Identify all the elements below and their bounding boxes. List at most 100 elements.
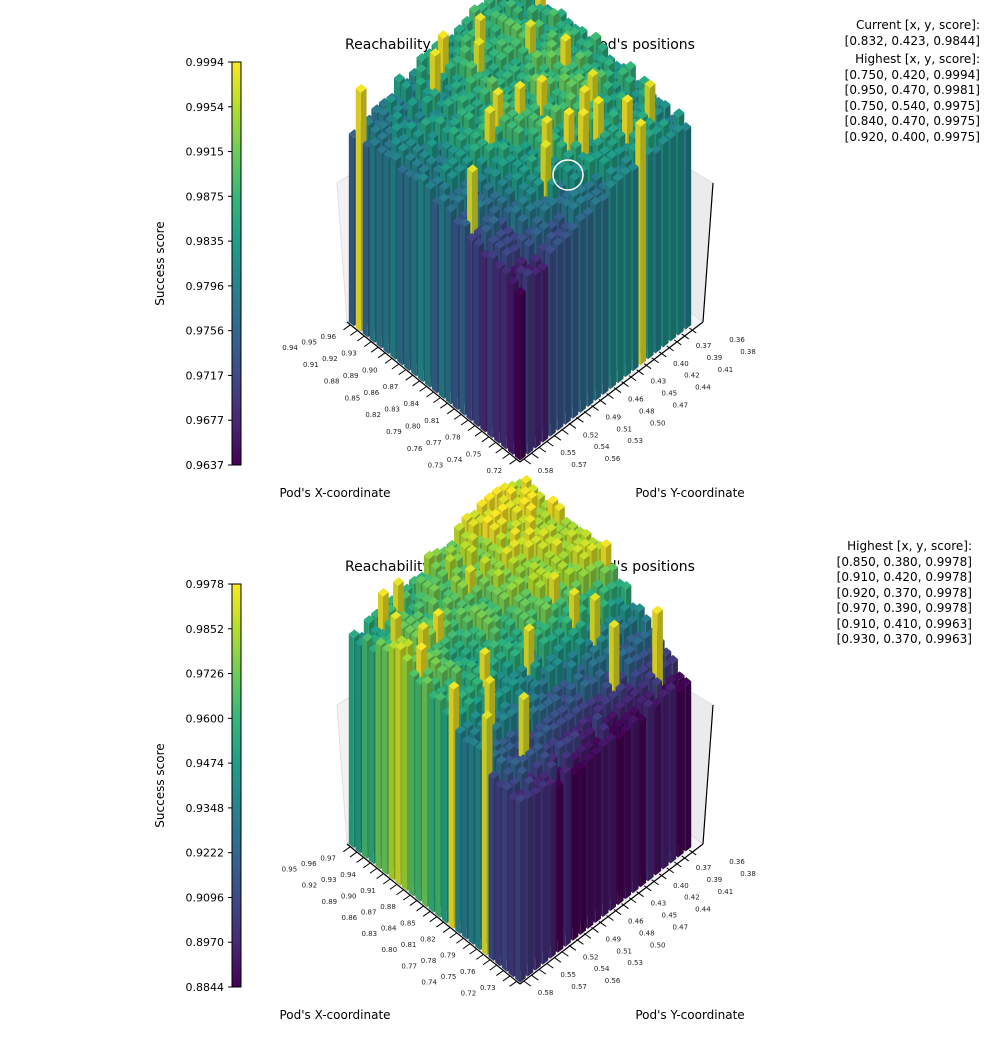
bar-top: [391, 122, 403, 132]
bar-top: [631, 88, 643, 98]
y-tick-label: 0.53: [627, 437, 643, 445]
bar-top: [605, 732, 617, 742]
bar-top: [452, 54, 464, 64]
bar-top: [528, 692, 540, 702]
bar-top: [400, 80, 412, 90]
bar-top: [621, 142, 633, 152]
bar-top: [638, 649, 650, 658]
bar-top: [546, 39, 558, 48]
bar-top: [593, 693, 605, 703]
x-tick: [391, 363, 400, 370]
bar-face-right: [617, 177, 624, 384]
bar-top: [547, 737, 559, 746]
bar-top: [573, 537, 584, 546]
bar-face-left: [507, 280, 514, 455]
bar-top: [412, 143, 424, 153]
bar-top: [598, 155, 610, 165]
bar-top: [363, 615, 375, 624]
bar-top: [506, 708, 517, 717]
bar-top: [515, 788, 527, 798]
bar-top: [568, 201, 579, 210]
bar-top: [488, 215, 500, 225]
bar-top: [534, 722, 546, 731]
x-tick-label: 0.83: [361, 930, 377, 938]
bar-top: [560, 221, 572, 231]
bar-top: [524, 203, 536, 212]
bar-top: [478, 575, 490, 585]
bar-top: [622, 694, 633, 704]
bar-top: [580, 528, 592, 538]
bar-top: [541, 724, 552, 733]
bar-face-right: [535, 270, 541, 449]
bar-top: [461, 28, 472, 38]
info-line: [0.920, 0.400, 0.9975]: [844, 129, 980, 144]
bar-top: [375, 637, 387, 647]
bar-top: [552, 60, 564, 70]
bar-top: [599, 585, 610, 594]
bar-top: [591, 736, 602, 746]
bar-top: [434, 116, 446, 125]
bar-top: [531, 50, 543, 59]
x-tick-label: 0.74: [447, 456, 463, 464]
bar-top: [525, 186, 537, 196]
bar-top: [538, 527, 549, 537]
bar-top: [539, 509, 551, 519]
bar-top: [537, 261, 549, 271]
bar-top: [542, 570, 553, 580]
colorbar-tick-label: 0.9796: [186, 280, 225, 293]
bar-top: [615, 682, 627, 692]
bar-face-left: [480, 253, 486, 433]
bar-top: [489, 205, 500, 214]
bar-top: [501, 545, 513, 555]
x-tick: [481, 436, 490, 443]
bar-top: [559, 527, 571, 536]
bar-top: [505, 0, 517, 8]
bar-top: [429, 48, 441, 57]
bar-top: [563, 712, 575, 721]
bar-top: [569, 172, 581, 181]
bar-top: [513, 593, 524, 602]
bar-top: [402, 638, 414, 648]
y-tick-label: 0.57: [571, 983, 587, 991]
bar-top: [459, 58, 471, 67]
bar-top: [449, 592, 461, 601]
bar-top: [512, 144, 524, 154]
bar-top: [638, 664, 649, 673]
bar-top: [588, 644, 600, 654]
bar-top: [548, 7, 560, 17]
bar-top: [416, 52, 428, 62]
bar-top: [586, 542, 598, 552]
bar-top: [468, 625, 480, 635]
bar-top: [667, 654, 678, 664]
bar-top: [530, 535, 542, 544]
bar-top: [522, 790, 534, 800]
bar-face-left: [501, 786, 507, 972]
chart-1: Reachability score as a function of pod'…: [153, 474, 756, 1022]
x-tick: [460, 419, 469, 426]
bar-top: [571, 563, 583, 573]
bar-top: [476, 155, 488, 165]
bar-top: [557, 560, 568, 570]
bar-top: [547, 495, 559, 504]
bar-top: [390, 611, 402, 620]
bar-top: [390, 136, 402, 146]
bar-top: [625, 61, 636, 70]
bar-top: [476, 498, 488, 508]
bar-top: [446, 33, 458, 43]
colorbar-tick-label: 0.9637: [186, 459, 225, 472]
bar-top: [504, 741, 516, 751]
x-tick-label: 0.90: [341, 892, 357, 900]
colorbar-tick-label: 0.9222: [186, 847, 225, 860]
bar-top: [535, 566, 547, 576]
x-tick: [356, 857, 364, 863]
bar-top: [673, 108, 685, 117]
y-tick: [576, 938, 584, 945]
bar-top: [432, 608, 444, 617]
bar-top: [560, 765, 571, 774]
bar-top: [602, 80, 614, 90]
y-tick: [628, 897, 637, 904]
bar-top: [520, 588, 532, 597]
x-tick: [453, 413, 462, 420]
y-tick-label: 0.37: [696, 342, 712, 350]
